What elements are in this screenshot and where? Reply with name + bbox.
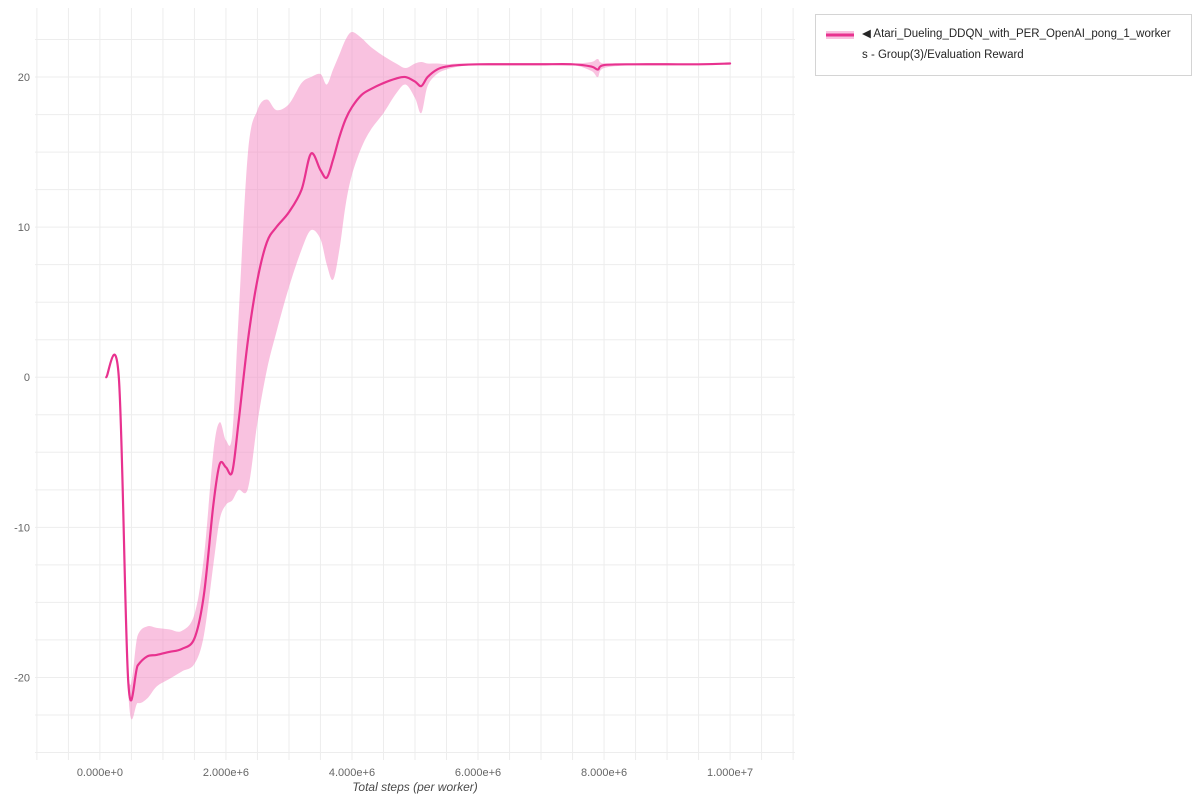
x-tick-label: 4.000e+6: [329, 767, 375, 779]
legend-label: ◀ Atari_Dueling_DDQN_with_PER_OpenAI_pon…: [862, 24, 1171, 66]
y-tick-label: 10: [18, 222, 30, 234]
x-tick-label: 1.000e+7: [707, 767, 753, 779]
mean-line: [105, 62, 732, 702]
grid: [35, 8, 795, 760]
y-tick-label: -10: [14, 522, 30, 534]
legend-label-line2: s - Group(3)/Evaluation Reward: [862, 49, 1024, 61]
axis-ticks: 0.000e+0 2.000e+6 4.000e+6 6.000e+6 8.000e+6…: [14, 72, 753, 779]
legend: ◀ Atari_Dueling_DDQN_with_PER_OpenAI_pon…: [815, 14, 1192, 76]
x-tick-label: 8.000e+6: [581, 767, 627, 779]
x-tick-label: 2.000e+6: [203, 767, 249, 779]
x-tick-label: 6.000e+6: [455, 767, 501, 779]
y-tick-label: 20: [18, 72, 30, 84]
x-axis-title: Total steps (per worker): [352, 780, 478, 794]
legend-item[interactable]: ◀ Atari_Dueling_DDQN_with_PER_OpenAI_pon…: [826, 24, 1181, 66]
confidence-band: [106, 32, 731, 720]
y-tick-label: 0: [24, 372, 30, 384]
legend-label-line1: ◀ Atari_Dueling_DDQN_with_PER_OpenAI_pon…: [862, 28, 1171, 40]
y-tick-label: -20: [14, 672, 30, 684]
legend-swatch: [826, 31, 854, 39]
x-tick-label: 0.000e+0: [77, 767, 123, 779]
